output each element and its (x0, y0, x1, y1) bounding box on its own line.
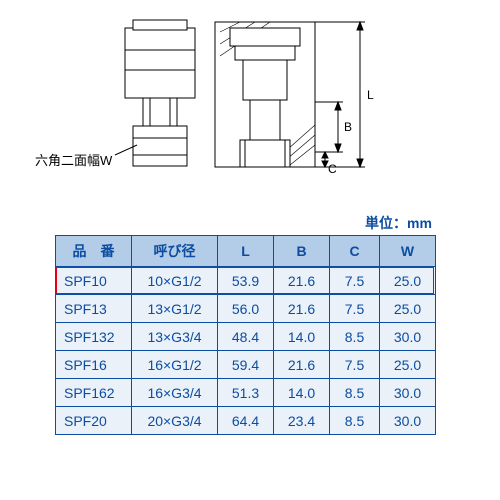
table-cell: 21.6 (274, 351, 330, 379)
technical-diagram: 六角二面幅W L B C (55, 10, 385, 200)
table-cell: 14.0 (274, 379, 330, 407)
table-row: SPF1616×G1/259.421.67.525.0 (56, 351, 436, 379)
table-body: SPF1010×G1/253.921.67.525.0SPF1313×G1/25… (56, 267, 436, 435)
table-cell: 10×G1/2 (132, 267, 218, 295)
table-cell: SPF162 (56, 379, 132, 407)
table-cell: 14.0 (274, 323, 330, 351)
spec-table: 品 番 呼び径 L B C W SPF1010×G1/253.921.67.52… (55, 235, 436, 435)
table-cell: 25.0 (380, 267, 436, 295)
table-cell: 20×G3/4 (132, 407, 218, 435)
table-cell: 13×G3/4 (132, 323, 218, 351)
table-cell: SPF20 (56, 407, 132, 435)
table-cell: 51.3 (218, 379, 274, 407)
hex-width-callout: 六角二面幅W (35, 150, 112, 169)
table-cell: 25.0 (380, 295, 436, 323)
table-row: SPF13213×G3/448.414.08.530.0 (56, 323, 436, 351)
table-cell: 7.5 (330, 295, 380, 323)
table-cell: 23.4 (274, 407, 330, 435)
table-cell: 7.5 (330, 351, 380, 379)
table-cell: 30.0 (380, 379, 436, 407)
table-cell: 64.4 (218, 407, 274, 435)
table-row: SPF16216×G3/451.314.08.530.0 (56, 379, 436, 407)
table-cell: 16×G1/2 (132, 351, 218, 379)
table-cell: SPF132 (56, 323, 132, 351)
table-cell: 7.5 (330, 267, 380, 295)
dim-C: C (328, 162, 337, 176)
col-nominal: 呼び径 (132, 236, 218, 267)
col-part-no: 品 番 (56, 236, 132, 267)
table-cell: 30.0 (380, 323, 436, 351)
table-cell: 25.0 (380, 351, 436, 379)
table-header-row: 品 番 呼び径 L B C W (56, 236, 436, 267)
table-row: SPF1010×G1/253.921.67.525.0 (56, 267, 436, 295)
table-cell: 13×G1/2 (132, 295, 218, 323)
table-row: SPF1313×G1/256.021.67.525.0 (56, 295, 436, 323)
table-cell: 8.5 (330, 379, 380, 407)
table-cell: 21.6 (274, 295, 330, 323)
col-C: C (330, 236, 380, 267)
table-cell: 56.0 (218, 295, 274, 323)
table-cell: 30.0 (380, 407, 436, 435)
col-W: W (380, 236, 436, 267)
table-cell: 53.9 (218, 267, 274, 295)
table-cell: 21.6 (274, 267, 330, 295)
table-cell: 8.5 (330, 407, 380, 435)
col-L: L (218, 236, 274, 267)
dim-L: L (367, 88, 374, 102)
dim-B: B (344, 120, 352, 134)
table-cell: SPF10 (56, 267, 132, 295)
unit-label: 単位：mm (365, 213, 432, 233)
table-cell: 59.4 (218, 351, 274, 379)
table-cell: 8.5 (330, 323, 380, 351)
table-row: SPF2020×G3/464.423.48.530.0 (56, 407, 436, 435)
col-B: B (274, 236, 330, 267)
table-cell: 16×G3/4 (132, 379, 218, 407)
table-cell: 48.4 (218, 323, 274, 351)
table-cell: SPF13 (56, 295, 132, 323)
table-cell: SPF16 (56, 351, 132, 379)
